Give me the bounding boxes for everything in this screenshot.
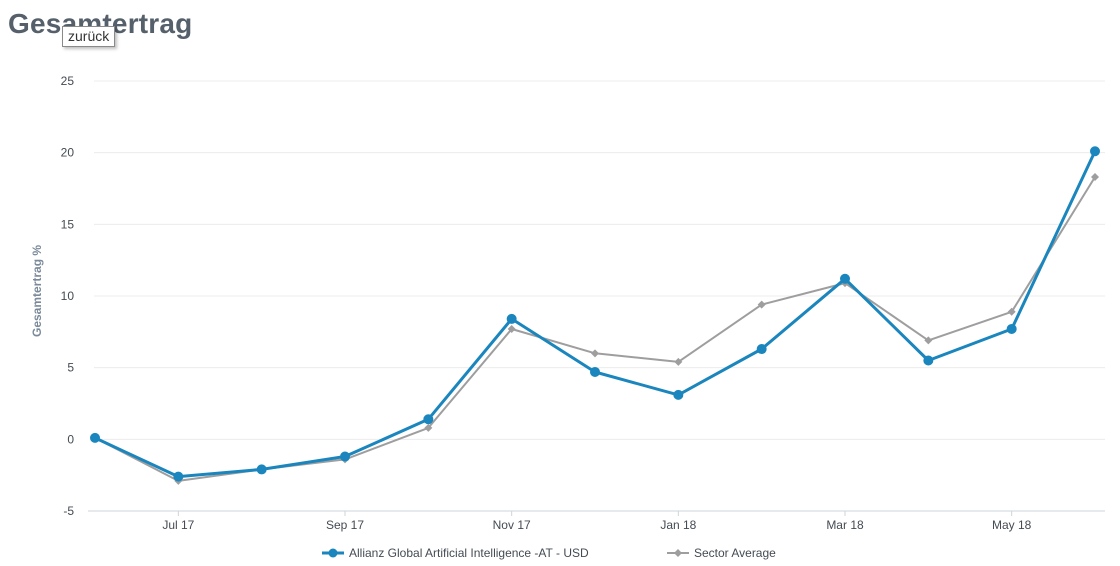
sector-data-point: [591, 349, 599, 358]
y-tick-label: 25: [61, 74, 75, 88]
y-tick-label: 20: [61, 146, 75, 160]
sector-data-point: [507, 324, 516, 333]
sector-data-point: [757, 300, 766, 309]
sector-data-point: [1091, 173, 1099, 182]
sector-data-point: [1007, 307, 1016, 316]
fund-data-point: [173, 471, 184, 482]
fund-data-point: [90, 432, 100, 443]
sector-series-line: [94, 176, 1096, 482]
fund-data-point: [256, 464, 267, 475]
sector-data-point: [924, 336, 933, 345]
legend-fund-marker: [328, 548, 338, 558]
fund-data-point: [340, 451, 350, 462]
x-tick-label: Jan 18: [660, 518, 696, 532]
y-axis-label: Gesamtertrag %: [30, 245, 44, 337]
x-tick-label: May 18: [992, 518, 1032, 532]
y-tick-label: 10: [61, 289, 75, 303]
x-tick-label: Nov 17: [493, 518, 531, 532]
fund-data-point: [1006, 323, 1017, 334]
fund-data-point: [423, 414, 434, 425]
y-tick-label: 0: [67, 432, 74, 446]
fund-data-point: [923, 355, 934, 366]
fund-data-point: [673, 389, 684, 400]
fund-data-point: [840, 273, 850, 284]
y-tick-label: 5: [67, 361, 74, 375]
legend-label: Allianz Global Artificial Intelligence -…: [349, 546, 589, 560]
back-tooltip[interactable]: zurück: [62, 26, 116, 47]
legend-label: Sector Average: [694, 546, 776, 560]
y-tick-label: -5: [63, 504, 74, 518]
sector-data-point: [674, 357, 683, 366]
fund-data-point: [590, 366, 600, 377]
x-tick-label: Mar 18: [826, 518, 864, 532]
fund-data-point: [1090, 146, 1100, 157]
x-tick-label: Sep 17: [326, 518, 364, 532]
sector-data-point: [424, 423, 433, 432]
legend-sector-marker: [674, 549, 682, 557]
y-tick-label: 15: [61, 217, 75, 231]
fund-data-point: [756, 344, 767, 355]
fund-data-point: [506, 313, 517, 324]
x-tick-label: Jul 17: [162, 518, 194, 532]
fund-series-line: [94, 150, 1097, 479]
